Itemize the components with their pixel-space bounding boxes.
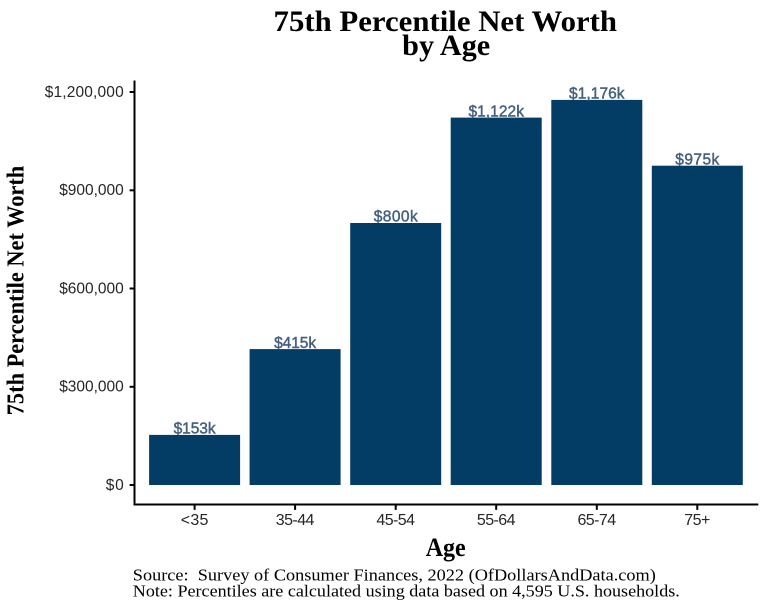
svg-text:$300,000: $300,000 (59, 379, 124, 396)
svg-text:Age: Age (426, 533, 466, 562)
svg-text:$1,176k: $1,176k (569, 86, 625, 103)
svg-text:by Age: by Age (402, 29, 490, 62)
svg-text:$600,000: $600,000 (59, 280, 124, 297)
svg-text:$900,000: $900,000 (59, 182, 124, 199)
svg-text:75th Percentile Net Worth: 75th Percentile Net Worth (274, 5, 618, 38)
svg-text:$0: $0 (106, 477, 124, 494)
svg-text:Note: Percentiles are calculat: Note: Percentiles are calculated using d… (133, 582, 680, 601)
svg-text:35-44: 35-44 (276, 512, 315, 529)
svg-text:$975k: $975k (675, 151, 719, 168)
svg-text:$415k: $415k (274, 335, 316, 352)
svg-text:$1,122k: $1,122k (468, 103, 524, 120)
svg-text:$800k: $800k (374, 209, 418, 226)
svg-text:<35: <35 (181, 512, 209, 529)
svg-text:45-54: 45-54 (376, 512, 415, 529)
svg-text:$1,200,000: $1,200,000 (45, 84, 124, 101)
svg-text:75+: 75+ (684, 512, 710, 529)
svg-text:65-74: 65-74 (577, 512, 616, 529)
svg-text:$153k: $153k (174, 421, 216, 438)
svg-text:75th Percentile Net Worth: 75th Percentile Net Worth (4, 166, 30, 416)
svg-text:Source: Survey of Consumer Fi: Source: Survey of Consumer Finances, 202… (133, 566, 656, 585)
svg-text:55-64: 55-64 (477, 512, 516, 529)
